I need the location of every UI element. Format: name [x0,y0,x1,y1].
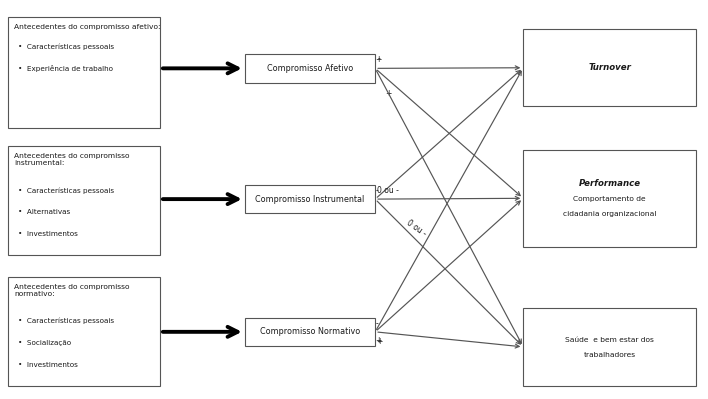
FancyBboxPatch shape [523,308,696,386]
Text: Turnover: Turnover [588,63,631,72]
Text: Comportamento de: Comportamento de [573,196,646,201]
Text: -: - [378,55,381,63]
Text: Antecedentes do compromisso
normativo:: Antecedentes do compromisso normativo: [14,284,130,297]
Text: •  Características pessoais: • Características pessoais [18,43,114,50]
Text: Performance: Performance [578,179,641,188]
Text: Compromisso Instrumental: Compromisso Instrumental [256,195,365,203]
Text: Compromisso Normativo: Compromisso Normativo [260,327,360,336]
Text: trabalhadores: trabalhadores [583,352,636,358]
Text: Antecedentes do compromisso
instrumental:: Antecedentes do compromisso instrumental… [14,153,130,166]
Text: Compromisso Afetivo: Compromisso Afetivo [267,64,353,73]
Text: +: + [386,89,392,98]
FancyBboxPatch shape [245,185,375,213]
FancyBboxPatch shape [523,29,696,107]
Text: •  Investimentos: • Investimentos [18,231,77,237]
FancyBboxPatch shape [8,277,160,386]
Text: •  Alternativas: • Alternativas [18,209,70,215]
FancyBboxPatch shape [8,146,160,255]
Text: -: - [375,319,378,328]
Text: 0 ou -: 0 ou - [377,186,399,195]
Text: •  Características pessoais: • Características pessoais [18,318,114,324]
Text: cidadania organizacional: cidadania organizacional [563,211,656,217]
Text: •  Socialização: • Socialização [18,340,71,346]
Text: Saúde  e bem estar dos: Saúde e bem estar dos [565,337,654,343]
FancyBboxPatch shape [245,318,375,346]
Text: •  Investimentos: • Investimentos [18,361,77,367]
Text: •  Características pessoais: • Características pessoais [18,187,114,194]
Text: +: + [375,336,382,345]
FancyBboxPatch shape [245,54,375,83]
Text: +: + [377,337,383,346]
FancyBboxPatch shape [523,150,696,247]
Text: +: + [375,55,382,63]
Text: Antecedentes do compromisso afetivo:: Antecedentes do compromisso afetivo: [14,24,161,30]
Text: 0 ou -: 0 ou - [405,219,428,239]
Text: -: - [375,186,378,195]
Text: •  Experiência de trabalho: • Experiência de trabalho [18,65,113,72]
FancyBboxPatch shape [8,17,160,128]
